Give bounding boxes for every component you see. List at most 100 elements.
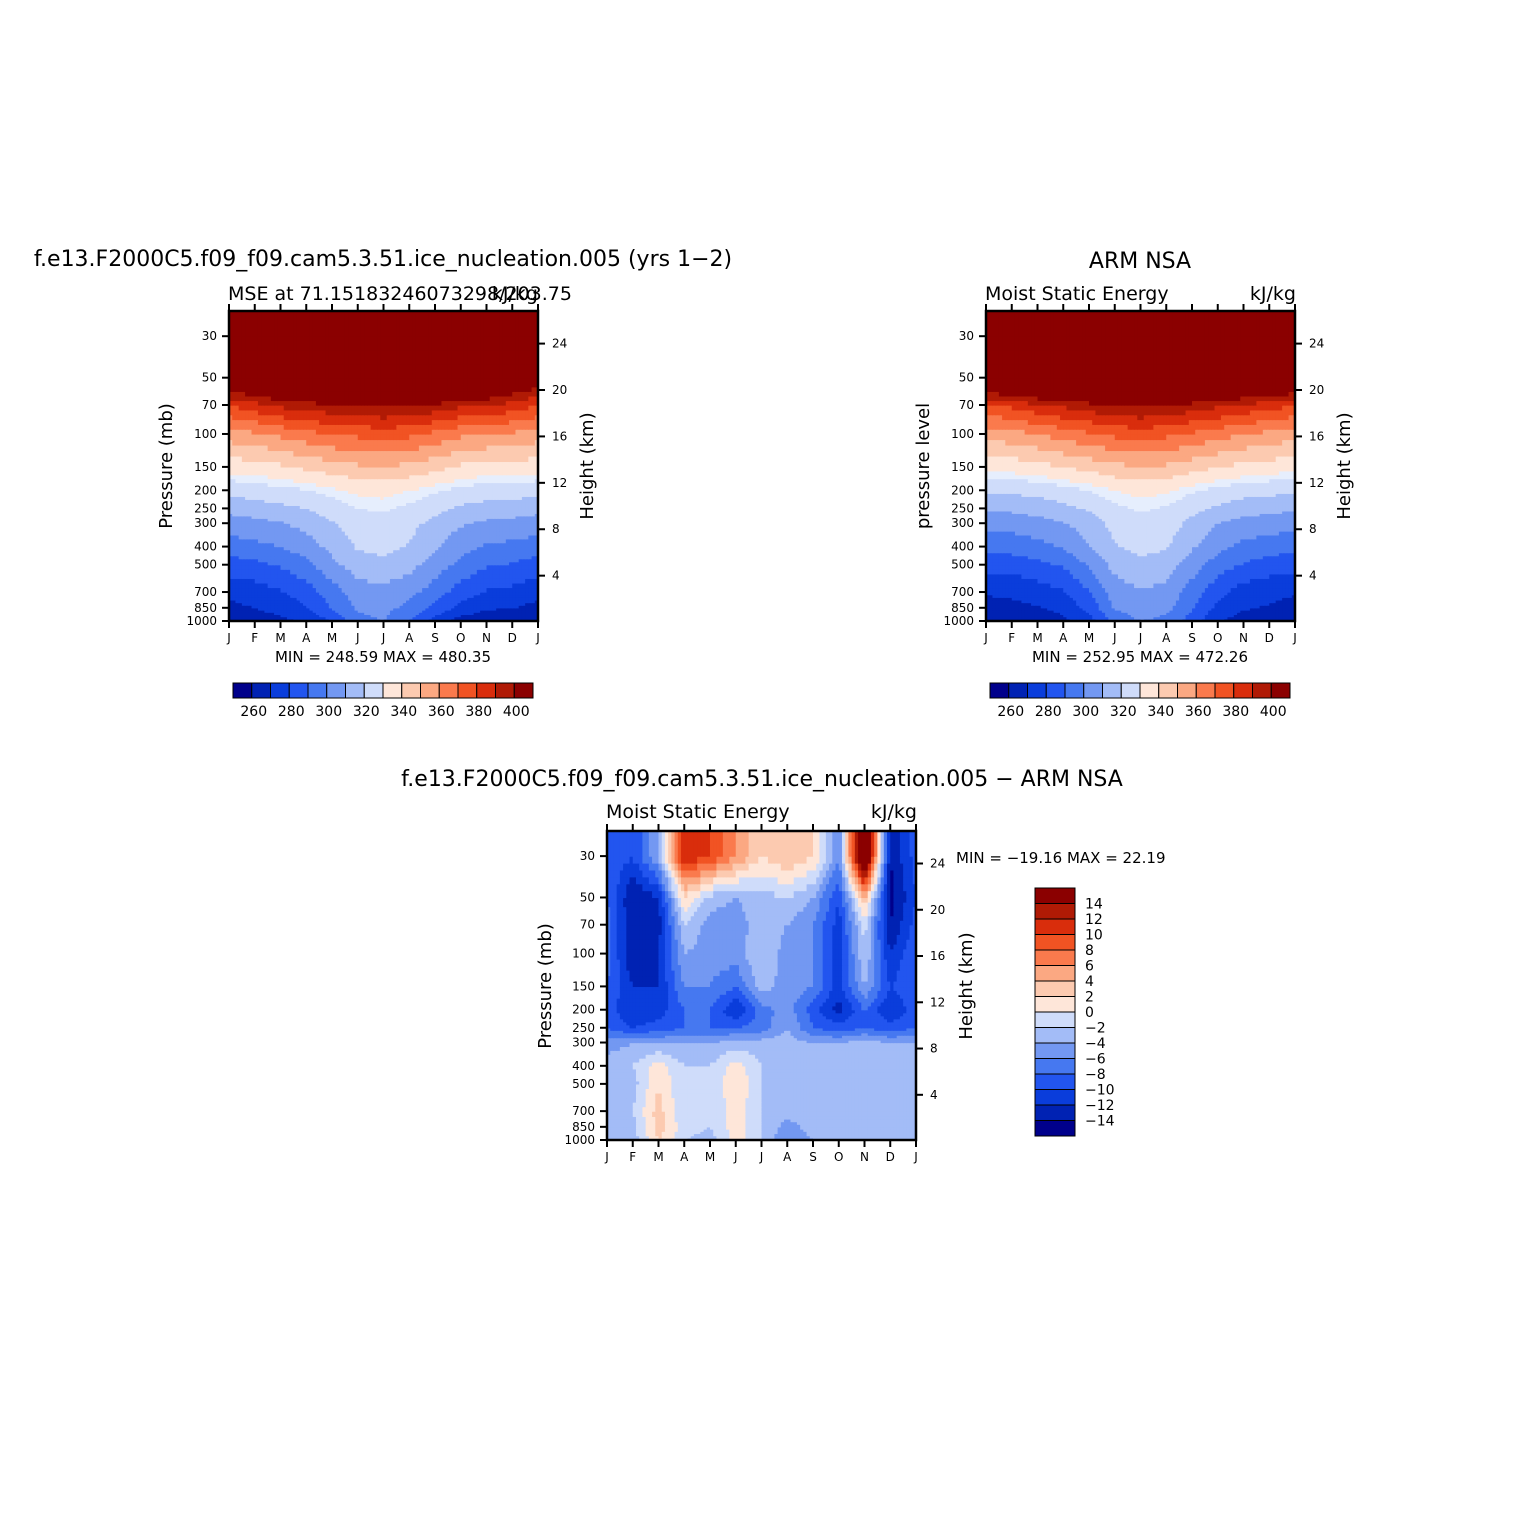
heatmap-cell xyxy=(328,513,333,517)
heatmap-cell xyxy=(438,614,443,618)
heatmap-cell xyxy=(319,523,323,528)
heatmap-cell xyxy=(444,482,449,487)
heatmap-cell xyxy=(338,499,343,503)
heatmap-cell xyxy=(473,496,478,500)
heatmap-cell xyxy=(241,478,246,484)
heatmap-cell xyxy=(431,520,436,524)
heatmap-cell xyxy=(512,531,517,536)
heatmap-cell xyxy=(348,552,352,557)
heatmap-cell xyxy=(386,499,391,503)
heatmap-cell xyxy=(406,538,410,544)
heatmap-cell xyxy=(283,542,288,548)
heatmap-cell xyxy=(232,534,237,540)
heatmap-cell xyxy=(383,561,388,566)
heatmap-cell xyxy=(409,502,414,506)
heatmap-cell xyxy=(396,508,401,512)
heatmap-cell xyxy=(505,587,510,593)
heatmap-cell xyxy=(476,542,481,548)
heatmap-cell xyxy=(370,444,375,452)
heatmap-cell xyxy=(235,552,240,557)
heatmap-cell xyxy=(360,531,365,536)
heatmap-cell xyxy=(473,455,478,463)
heatmap-cell xyxy=(451,592,455,596)
heatmap-cell xyxy=(486,594,491,598)
heatmap-cell xyxy=(409,496,414,500)
heatmap-cell xyxy=(467,612,472,615)
heatmap-cell xyxy=(309,592,314,596)
heatmap-cell xyxy=(277,582,282,589)
heatmap-cell xyxy=(367,444,372,452)
heatmap-cell xyxy=(373,470,378,476)
heatmap-cell xyxy=(499,450,504,457)
heatmap-cell xyxy=(509,513,513,517)
heatmap-cell xyxy=(502,594,507,598)
heatmap-cell xyxy=(235,474,240,480)
heatmap-cell xyxy=(467,564,472,570)
heatmap-cell xyxy=(505,564,510,570)
heatmap-cell xyxy=(422,564,426,570)
heatmap-cell xyxy=(351,474,356,480)
heatmap-cell xyxy=(283,538,288,544)
heatmap-cell xyxy=(241,486,246,491)
heatmap-cell xyxy=(245,508,249,512)
heatmap-cell xyxy=(425,478,430,484)
heatmap-cell xyxy=(232,513,237,517)
heatmap-cell xyxy=(409,564,414,570)
heatmap-cell xyxy=(483,607,488,611)
heatmap-cell xyxy=(383,470,388,476)
heatmap-cell xyxy=(332,527,336,532)
heatmap-cell xyxy=(332,474,336,480)
heatmap-cell xyxy=(396,552,401,557)
heatmap-cell xyxy=(290,552,294,557)
heatmap-cell xyxy=(322,594,327,598)
heatmap-cell xyxy=(283,515,288,519)
heatmap-cell xyxy=(486,605,491,609)
heatmap-cell xyxy=(422,486,426,491)
heatmap-cell xyxy=(332,549,336,554)
heatmap-cell xyxy=(415,499,420,503)
heatmap-cell xyxy=(325,486,330,491)
heatmap-cell xyxy=(518,493,523,497)
heatmap-cell xyxy=(457,510,462,514)
heatmap-cell xyxy=(360,612,365,615)
heatmap-cell xyxy=(531,520,536,524)
heatmap-cell xyxy=(277,496,282,500)
heatmap-cell xyxy=(245,578,249,584)
heatmap-cell xyxy=(412,587,417,593)
heatmap-cell xyxy=(505,610,510,613)
heatmap-cell xyxy=(335,610,340,613)
heatmap-cell xyxy=(348,461,352,468)
heatmap-cell xyxy=(396,599,401,604)
heatmap-cell xyxy=(360,513,365,517)
heatmap-cell xyxy=(277,602,282,606)
heatmap-cell xyxy=(480,490,484,494)
heatmap-cell xyxy=(492,602,497,606)
heatmap-cell xyxy=(457,531,462,536)
heatmap-cell xyxy=(396,493,401,497)
heatmap-cell xyxy=(251,508,256,512)
heatmap-cell xyxy=(399,549,404,554)
heatmap-cell xyxy=(480,505,484,509)
heatmap-cell xyxy=(418,578,423,584)
heatmap-cell xyxy=(463,607,468,611)
heatmap-cell xyxy=(315,542,320,548)
heatmap-cell xyxy=(528,569,533,575)
heatmap-cell xyxy=(299,478,304,484)
heatmap-cell xyxy=(528,538,533,544)
heatmap-cell xyxy=(393,470,397,476)
heatmap-cell xyxy=(454,594,459,598)
heatmap-cell xyxy=(290,597,294,601)
heatmap-cell xyxy=(264,555,269,560)
heatmap-cell xyxy=(531,602,536,606)
heatmap-cell xyxy=(280,607,285,611)
heatmap-cell xyxy=(492,616,497,620)
heatmap-cell xyxy=(229,513,233,517)
heatmap-cell xyxy=(431,470,436,476)
heatmap-cell xyxy=(409,486,414,491)
heatmap-cell xyxy=(528,616,533,620)
heatmap-cell xyxy=(274,607,278,611)
heatmap-cell xyxy=(274,561,278,566)
heatmap-cell xyxy=(364,455,369,463)
heatmap-cell xyxy=(505,602,510,606)
heatmap-cell xyxy=(418,486,423,491)
